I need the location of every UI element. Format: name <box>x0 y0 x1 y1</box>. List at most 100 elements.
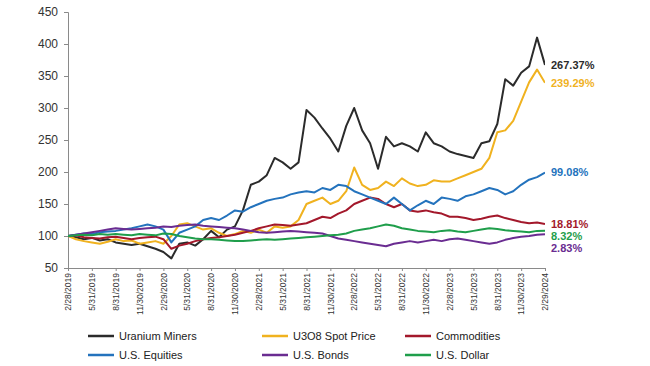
legend-item: Commodities <box>405 330 501 342</box>
legend-swatch <box>262 354 288 357</box>
x-tick: 2/29/2020 <box>159 268 169 311</box>
end-label: 18.81% <box>551 218 589 230</box>
x-tick: 11/30/2022 <box>421 268 431 315</box>
y-tick-label: 350 <box>38 69 58 83</box>
end-label: 2.83% <box>551 242 582 254</box>
x-tick-mark <box>450 268 451 271</box>
x-tick-label: 11/30/2020 <box>230 273 240 315</box>
y-tick-label: 200 <box>38 165 58 179</box>
y-tick-mark <box>64 76 68 77</box>
x-axis: 2/28/2019 5/31/2019 8/31/2019 11/30/2019 2/2… <box>63 268 550 315</box>
x-tick-label: 2/28/2021 <box>254 273 264 311</box>
x-tick: 5/31/2021 <box>278 268 288 311</box>
y-tick: 200 <box>38 165 68 179</box>
legend-item: Uranium Miners <box>88 330 197 342</box>
y-tick: 450 <box>38 5 68 19</box>
x-tick-label: 8/31/2019 <box>111 273 121 311</box>
legend-swatch <box>262 335 288 338</box>
y-tick: 250 <box>38 133 68 147</box>
x-tick: 2/28/2019 <box>63 268 73 311</box>
legend-item: U.S. Bonds <box>262 349 349 361</box>
x-tick-mark <box>259 268 260 271</box>
x-tick: 2/28/2021 <box>254 268 264 311</box>
x-tick-mark <box>235 268 236 271</box>
legend-label: U.S. Equities <box>119 349 183 361</box>
y-axis: 50 100 150 200 250 300 350 400 450 <box>38 5 69 275</box>
y-tick-label: 300 <box>38 101 58 115</box>
x-tick-mark <box>354 268 355 271</box>
chart-svg: 50 100 150 200 250 300 350 400 450 2/28/2019 5/31/… <box>0 0 650 366</box>
x-tick-label: 5/31/2023 <box>469 273 479 311</box>
x-tick-mark <box>545 268 546 271</box>
x-tick: 2/29/2024 <box>540 268 550 311</box>
y-tick-mark <box>64 268 68 269</box>
x-tick: 8/31/2019 <box>111 268 121 311</box>
legend-label: Uranium Miners <box>119 330 197 342</box>
x-tick-mark <box>211 268 212 271</box>
x-tick-mark <box>521 268 522 271</box>
x-tick-mark <box>163 268 164 271</box>
y-tick-label: 250 <box>38 133 58 147</box>
x-tick: 5/31/2019 <box>87 268 97 311</box>
series-line <box>68 224 545 246</box>
x-tick: 11/30/2019 <box>135 268 145 315</box>
x-tick-mark <box>116 268 117 271</box>
x-tick: 8/31/2023 <box>493 268 503 311</box>
y-tick: 400 <box>38 37 68 51</box>
x-tick-mark <box>402 268 403 271</box>
x-tick: 11/30/2023 <box>516 268 526 315</box>
x-tick-label: 5/31/2021 <box>278 273 288 311</box>
x-tick-mark <box>330 268 331 271</box>
x-tick-label: 2/28/2022 <box>349 273 359 311</box>
x-tick-mark <box>140 268 141 271</box>
x-tick: 2/28/2023 <box>445 268 455 311</box>
x-tick-label: 11/30/2019 <box>135 273 145 315</box>
x-tick-label: 2/29/2020 <box>159 273 169 311</box>
x-tick-mark <box>92 268 93 271</box>
y-tick: 300 <box>38 101 68 115</box>
x-tick-mark <box>187 268 188 271</box>
legend-swatch <box>88 335 114 338</box>
series-line <box>68 38 545 259</box>
end-label: 239.29% <box>551 77 595 89</box>
x-tick: 5/31/2020 <box>182 268 192 311</box>
y-tick-mark <box>64 140 68 141</box>
x-tick: 8/31/2020 <box>206 268 216 311</box>
y-tick-mark <box>64 236 68 237</box>
x-tick: 11/30/2021 <box>326 268 336 315</box>
x-tick-label: 2/28/2023 <box>445 273 455 311</box>
x-tick-mark <box>426 268 427 271</box>
x-tick-label: 5/31/2020 <box>182 273 192 311</box>
legend-swatch <box>88 354 114 357</box>
plot-lines <box>68 38 545 259</box>
y-axis-line <box>64 13 69 269</box>
y-tick-mark <box>64 12 68 13</box>
x-axis-line <box>69 269 546 272</box>
legend-item: U.S. Dollar <box>405 349 490 361</box>
y-tick-mark <box>64 172 68 173</box>
legend-swatch <box>405 354 431 357</box>
x-tick-label: 5/31/2022 <box>373 273 383 311</box>
x-tick-label: 8/31/2022 <box>397 273 407 311</box>
legend: Uranium Miners U3O8 Spot Price Commodities… <box>88 330 501 361</box>
legend-swatch <box>405 335 431 338</box>
x-tick-mark <box>68 268 69 271</box>
legend-label: U.S. Dollar <box>436 349 490 361</box>
y-tick: 350 <box>38 69 68 83</box>
x-tick-mark <box>307 268 308 271</box>
y-tick-label: 150 <box>38 197 58 211</box>
y-tick-label: 50 <box>45 261 59 275</box>
x-tick: 8/31/2022 <box>397 268 407 311</box>
legend-item: U3O8 Spot Price <box>262 330 376 342</box>
y-tick-label: 400 <box>38 37 58 51</box>
x-tick-mark <box>497 268 498 271</box>
y-tick-label: 100 <box>38 229 58 243</box>
end-label: 267.37% <box>551 59 595 71</box>
x-tick: 11/30/2020 <box>230 268 240 315</box>
legend-label: Commodities <box>436 330 501 342</box>
x-tick-label: 8/31/2020 <box>206 273 216 311</box>
x-tick-label: 11/30/2021 <box>326 273 336 315</box>
y-tick: 150 <box>38 197 68 211</box>
x-tick-mark <box>283 268 284 271</box>
x-tick-label: 2/28/2019 <box>63 273 73 311</box>
